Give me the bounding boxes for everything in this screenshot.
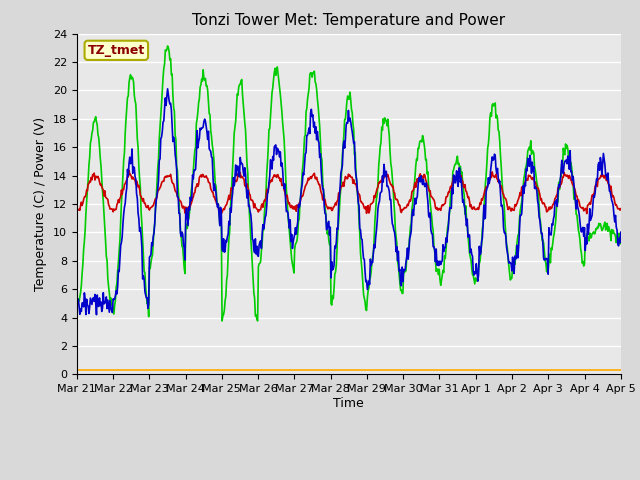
Panel T — [195, 100, 202, 106]
Solar V — [83, 367, 90, 373]
Air T — [617, 229, 625, 235]
Panel T — [73, 306, 81, 312]
Air T — [73, 301, 81, 307]
Battery V — [431, 204, 439, 210]
Legend: Panel T, Battery V, Air T, Solar V: Panel T, Battery V, Air T, Solar V — [157, 476, 541, 480]
Solar V — [139, 367, 147, 373]
Panel T — [617, 238, 625, 243]
Solar V — [415, 367, 422, 373]
X-axis label: Time: Time — [333, 397, 364, 410]
Battery V — [416, 172, 424, 178]
Panel T — [433, 268, 440, 274]
Air T — [433, 246, 440, 252]
Air T — [196, 135, 204, 141]
Panel T — [218, 318, 226, 324]
Title: Tonzi Tower Met: Temperature and Power: Tonzi Tower Met: Temperature and Power — [192, 13, 506, 28]
Battery V — [223, 199, 231, 205]
Solar V — [194, 367, 202, 373]
Line: Battery V: Battery V — [77, 170, 621, 214]
Panel T — [83, 198, 90, 204]
Solar V — [223, 367, 230, 373]
Text: TZ_tmet: TZ_tmet — [88, 44, 145, 57]
Battery V — [583, 211, 591, 216]
Battery V — [125, 168, 133, 173]
Air T — [83, 296, 90, 302]
Line: Air T: Air T — [77, 89, 621, 315]
Panel T — [224, 253, 232, 259]
Battery V — [140, 196, 147, 202]
Solar V — [431, 367, 438, 373]
Battery V — [195, 181, 202, 187]
Solar V — [73, 367, 81, 373]
Battery V — [617, 206, 625, 212]
Air T — [164, 86, 172, 92]
Panel T — [164, 43, 172, 49]
Air T — [140, 273, 147, 279]
Air T — [93, 312, 100, 318]
Line: Panel T: Panel T — [77, 46, 621, 321]
Solar V — [617, 367, 625, 373]
Battery V — [73, 206, 81, 212]
Panel T — [417, 138, 424, 144]
Y-axis label: Temperature (C) / Power (V): Temperature (C) / Power (V) — [35, 117, 47, 291]
Battery V — [83, 187, 90, 193]
Air T — [224, 231, 232, 237]
Air T — [417, 179, 424, 185]
Panel T — [139, 237, 147, 243]
